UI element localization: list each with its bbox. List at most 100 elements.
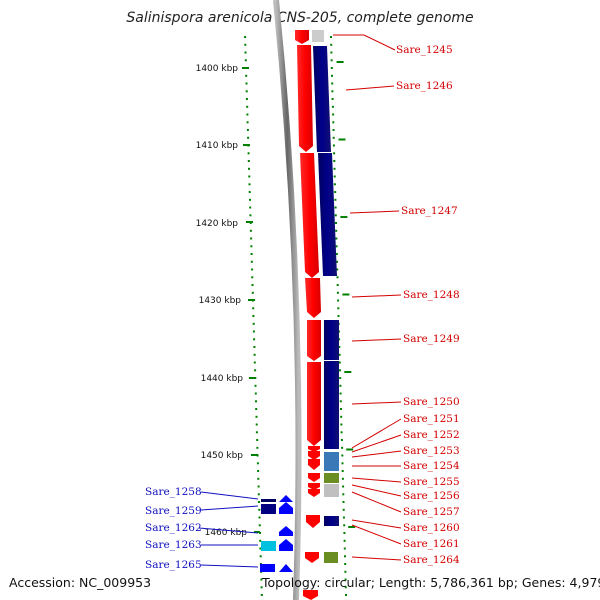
gene-sare-1254-forward[interactable] bbox=[308, 459, 320, 470]
scale-dot-right bbox=[335, 237, 338, 240]
scale-dot-right bbox=[341, 462, 344, 465]
scale-dot-left bbox=[260, 594, 263, 596]
gene-label[interactable]: Sare_1261 bbox=[403, 538, 460, 550]
gene-label[interactable]: Sare_1251 bbox=[403, 413, 460, 425]
scale-dot-right bbox=[335, 245, 338, 248]
gene-label[interactable]: Sare_1264 bbox=[403, 554, 460, 566]
gene-sare-1250-forward[interactable] bbox=[307, 362, 321, 446]
gene-sare-1259-arrow[interactable] bbox=[279, 502, 293, 514]
gene-sare-1248-forward[interactable] bbox=[305, 278, 321, 318]
gene-sare-1258[interactable] bbox=[261, 499, 276, 502]
scale-dot-left bbox=[253, 338, 256, 341]
gene-label[interactable]: Sare_1253 bbox=[403, 445, 460, 457]
scale-dot-left bbox=[249, 198, 251, 201]
scale-dot-right bbox=[333, 183, 336, 186]
scale-dot-left bbox=[258, 516, 261, 519]
gene-label[interactable]: Sare_1254 bbox=[403, 460, 460, 472]
gene-label[interactable]: Sare_1245 bbox=[396, 44, 453, 56]
gene-sare-1265-arrow[interactable] bbox=[279, 564, 293, 572]
gene-sare-1253-reverse[interactable] bbox=[324, 452, 339, 471]
gene-sare-1245-forward[interactable] bbox=[295, 30, 309, 44]
scale-dot-left bbox=[244, 36, 247, 38]
scale-dot-left bbox=[248, 183, 251, 186]
gene-label[interactable]: Sare_1265 bbox=[145, 559, 202, 571]
scale-dot-right bbox=[339, 392, 342, 395]
gene-next-forward[interactable] bbox=[303, 590, 318, 600]
gene-label[interactable]: Sare_1248 bbox=[403, 289, 460, 301]
gene-label[interactable]: Sare_1255 bbox=[403, 476, 460, 488]
scale-dot-right bbox=[330, 43, 333, 46]
gene-sare-1256-reverse[interactable] bbox=[324, 484, 339, 497]
gene-sare-1259[interactable] bbox=[261, 504, 276, 514]
scale-dot-right bbox=[338, 346, 341, 348]
gene-sare-1249-forward[interactable] bbox=[307, 320, 321, 361]
scale-dot-left bbox=[251, 268, 254, 271]
scale-dot-left bbox=[259, 555, 262, 558]
scale-dot-left bbox=[258, 524, 261, 527]
scale-dot-right bbox=[342, 493, 345, 496]
scale-dot-left bbox=[250, 260, 253, 263]
gene-label[interactable]: Sare_1263 bbox=[145, 539, 202, 551]
gene-sare-1246-forward[interactable] bbox=[297, 45, 313, 152]
gene-label[interactable]: Sare_1249 bbox=[403, 333, 460, 345]
scale-dot-left bbox=[246, 113, 249, 116]
gene-sare-1246-reverse[interactable] bbox=[313, 46, 331, 152]
gene-label[interactable]: Sare_1260 bbox=[403, 522, 460, 534]
scale-dot-left bbox=[257, 493, 260, 496]
gene-sare-1260-forward[interactable] bbox=[306, 515, 320, 528]
scale-dot-right bbox=[331, 105, 334, 108]
gene-sare-1263-arrow[interactable] bbox=[279, 539, 293, 551]
gene-sare-1255-reverse[interactable] bbox=[324, 473, 339, 483]
gene-label[interactable]: Sare_1246 bbox=[396, 80, 453, 92]
gene-sare-1256-forward[interactable] bbox=[308, 483, 320, 490]
scale-dot-right bbox=[340, 408, 342, 410]
scale-dot-left bbox=[247, 152, 250, 155]
scale-dot-right bbox=[330, 51, 333, 54]
gene-sare-1251-forward[interactable] bbox=[308, 446, 320, 452]
scale-dot-left bbox=[245, 98, 248, 100]
scale-dot-left bbox=[252, 315, 255, 317]
scale-dot-left bbox=[248, 175, 251, 178]
topology-text: Topology: circular; Length: 5,786,361 bp… bbox=[262, 575, 600, 590]
gene-label[interactable]: Sare_1257 bbox=[403, 506, 460, 518]
gene-sare-1245-reverse[interactable] bbox=[312, 30, 324, 42]
gene-label[interactable]: Sare_1256 bbox=[403, 490, 460, 502]
map-title: Salinispora arenicola CNS-205, complete … bbox=[126, 10, 474, 26]
gene-label[interactable]: Sare_1259 bbox=[145, 505, 202, 517]
scale-dot-right bbox=[332, 113, 335, 116]
gene-sare-1262-arrow[interactable] bbox=[279, 526, 293, 536]
scale-dot-right bbox=[332, 121, 335, 124]
gene-label[interactable]: Sare_1250 bbox=[403, 396, 460, 408]
gene-sare-1264-reverse[interactable] bbox=[324, 552, 338, 563]
scale-dot-right bbox=[343, 539, 346, 542]
scale-dot-left bbox=[252, 322, 255, 325]
gene-sare-1247-forward[interactable] bbox=[300, 153, 319, 278]
gene-sare-1261-reverse[interactable] bbox=[324, 516, 339, 526]
gene-label[interactable]: Sare_1252 bbox=[403, 429, 460, 441]
scale-dot-left bbox=[250, 245, 253, 248]
gene-sare-1255-forward[interactable] bbox=[308, 473, 320, 482]
gene-sare-1250-reverse[interactable] bbox=[324, 361, 339, 449]
gene-sare-1249-reverse[interactable] bbox=[324, 320, 339, 360]
scale-dot-left bbox=[244, 51, 247, 54]
scale-dot-right bbox=[332, 129, 335, 131]
gene-label[interactable]: Sare_1247 bbox=[401, 205, 458, 217]
gene-sare-1263[interactable] bbox=[261, 541, 276, 551]
gene-label[interactable]: Sare_1262 bbox=[145, 522, 202, 534]
gene-sare-1247-reverse[interactable] bbox=[318, 153, 337, 276]
scale-dot-right bbox=[332, 136, 335, 139]
gene-sare-1258-arrow[interactable] bbox=[279, 495, 293, 502]
scale-dot-right bbox=[336, 276, 339, 279]
scale-dot-left bbox=[252, 307, 255, 310]
scale-dot-right bbox=[339, 369, 341, 372]
scale-dot-right bbox=[339, 377, 342, 379]
left-gene-labels: Sare_1258 Sare_1259 Sare_1262 Sare_1263 … bbox=[145, 486, 202, 571]
scale-dot-left bbox=[246, 121, 249, 124]
gene-sare-1265[interactable] bbox=[260, 564, 275, 572]
scale-dot-right bbox=[342, 485, 345, 488]
gene-sare-1252-forward[interactable] bbox=[308, 451, 320, 460]
scale-dot-left bbox=[255, 431, 258, 434]
gene-sare-1257-forward[interactable] bbox=[308, 489, 320, 497]
gene-label[interactable]: Sare_1258 bbox=[145, 486, 202, 498]
gene-sare-1264-forward[interactable] bbox=[305, 552, 319, 563]
